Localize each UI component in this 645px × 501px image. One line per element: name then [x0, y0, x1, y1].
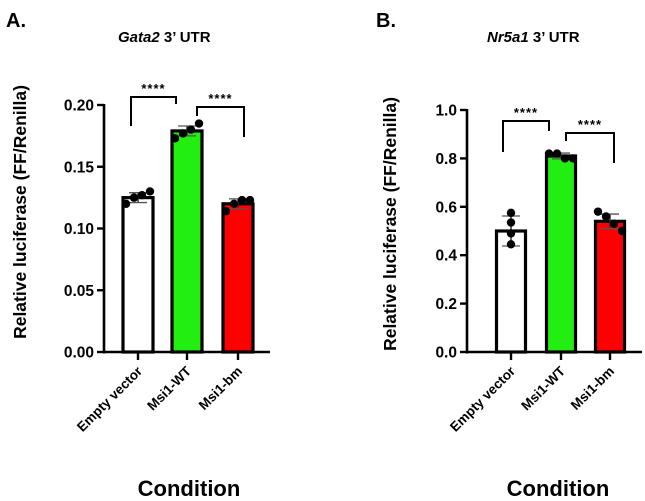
y-tick-label: 0.05	[64, 283, 95, 300]
x-axis-label: Condition	[507, 476, 610, 501]
x-tick-label: Msi1-bm	[196, 364, 245, 413]
y-tick-label: 0.15	[64, 159, 95, 176]
chart-title: Nr5a1 3’ UTR	[487, 29, 580, 46]
title-rest: 3’ UTR	[529, 29, 580, 46]
significance-label: ****	[578, 117, 602, 132]
x-tick-label: Empty vector	[74, 363, 146, 435]
significance-bracket	[130, 96, 177, 126]
bar-0	[494, 229, 528, 354]
data-point	[178, 129, 188, 138]
x-tick-label: Msi1-WT	[518, 363, 568, 413]
significance-bracket	[565, 132, 615, 163]
title-rest: 3’ UTR	[160, 29, 211, 46]
data-point	[170, 134, 180, 143]
y-tick-label: 0.4	[435, 248, 457, 265]
significance-label: ****	[141, 81, 165, 96]
significance-bracket	[502, 120, 550, 152]
data-point	[129, 193, 139, 202]
data-point	[617, 226, 627, 236]
title-gene: Nr5a1	[487, 29, 529, 46]
data-point	[601, 212, 611, 221]
data-point	[186, 125, 196, 134]
data-point	[237, 195, 247, 205]
panel-a: A. Gata2 3’ UTR Relative luciferase (FF/…	[6, 10, 270, 501]
bar-1	[170, 129, 204, 354]
bar-2	[221, 202, 255, 354]
y-tick-label: 1.0	[435, 103, 457, 120]
data-point	[137, 190, 147, 200]
data-point	[506, 229, 516, 238]
x-tick-label: Msi1-bm	[568, 364, 617, 413]
y-tick-label: 0.00	[64, 345, 94, 362]
data-point	[552, 149, 562, 158]
y-tick-label: 0.2	[435, 296, 457, 313]
data-point	[121, 199, 131, 208]
y-tick-label: 0.20	[64, 98, 94, 115]
y-tick-label: 0.10	[64, 221, 94, 238]
data-point	[560, 154, 570, 163]
data-point	[221, 207, 231, 216]
panel-letter: B.	[376, 10, 396, 32]
x-tick-label: Empty vector	[447, 363, 519, 435]
significance-label: ****	[514, 105, 538, 120]
data-point	[245, 195, 255, 205]
significance-bracket	[196, 106, 245, 137]
data-point	[544, 149, 554, 158]
significance-label: ****	[208, 91, 232, 106]
data-point	[506, 218, 516, 227]
y-tick-label: 0.8	[435, 151, 457, 168]
bar-0	[121, 196, 155, 354]
y-tick-label: 0.0	[435, 345, 457, 362]
bar-2	[593, 219, 627, 354]
title-gene: Gata2	[118, 29, 160, 46]
data-point	[229, 199, 239, 208]
data-point	[194, 119, 204, 128]
panel-letter: A.	[6, 10, 26, 32]
x-tick-label: Msi1-WT	[144, 363, 194, 413]
y-tick-label: 0.6	[435, 199, 457, 216]
panel-b: B. Nr5a1 3’ UTR Relative luciferase (FF/…	[376, 10, 642, 501]
data-point	[506, 208, 516, 218]
data-point	[593, 207, 603, 216]
x-axis-label: Condition	[138, 476, 241, 501]
data-point	[145, 187, 155, 196]
data-point	[609, 219, 619, 228]
y-axis-label: Relative luciferase (FF/Renilla)	[380, 97, 400, 351]
data-point	[506, 240, 516, 249]
y-axis-label: Relative luciferase (FF/Renilla)	[10, 85, 30, 339]
bar-1	[544, 154, 578, 354]
data-point	[568, 154, 578, 163]
chart-title: Gata2 3’ UTR	[118, 29, 211, 46]
